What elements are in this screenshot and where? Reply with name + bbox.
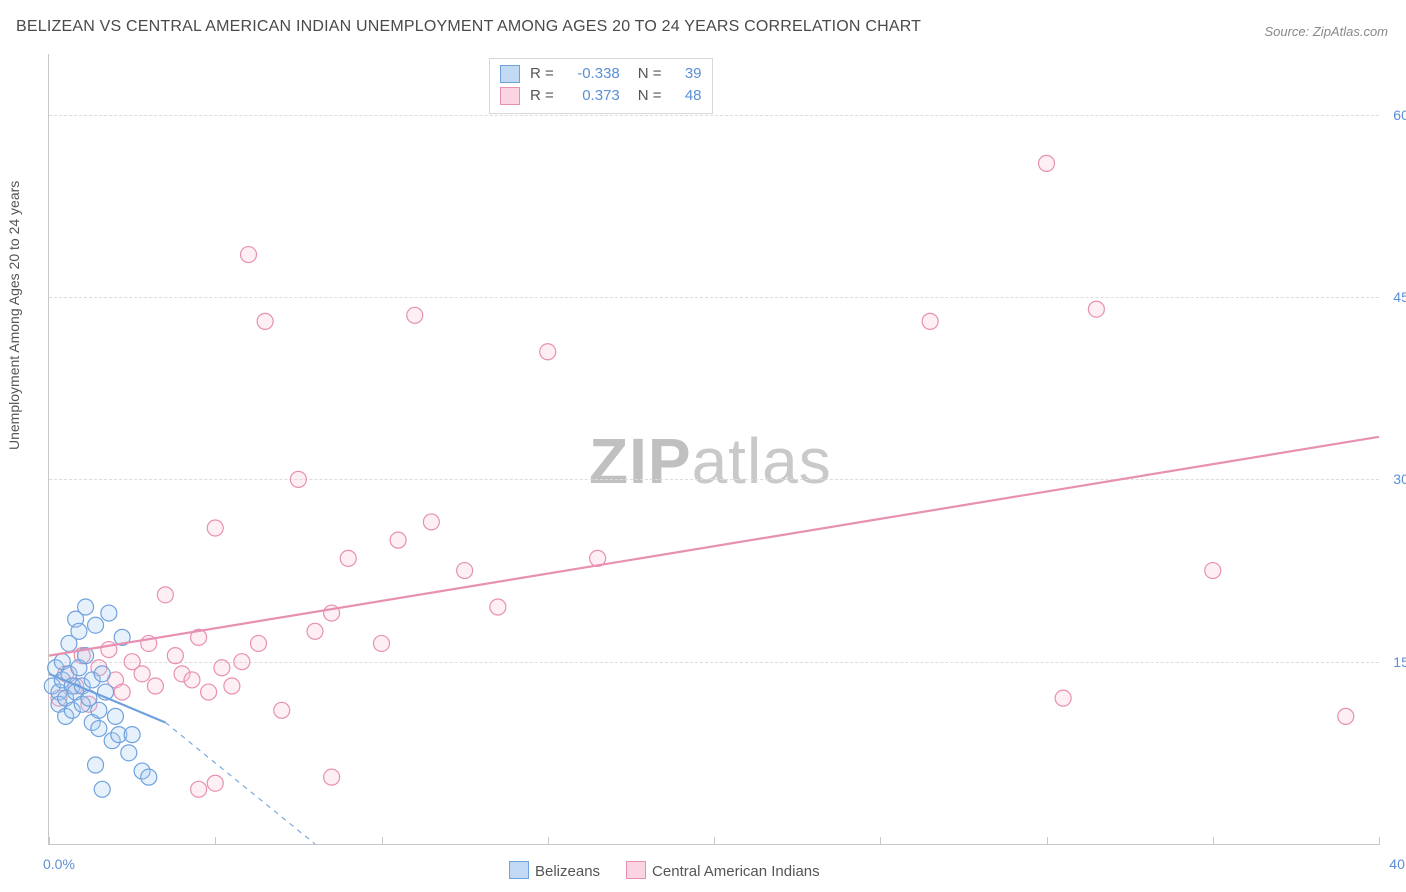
data-point (307, 623, 323, 639)
legend-item-cai: Central American Indians (626, 861, 820, 880)
data-point (108, 708, 124, 724)
data-point (224, 678, 240, 694)
data-point (124, 727, 140, 743)
series-legend: Belizeans Central American Indians (509, 861, 820, 880)
data-point (457, 563, 473, 579)
data-point (94, 781, 110, 797)
data-point (141, 769, 157, 785)
x-tick (1379, 837, 1380, 845)
data-point (134, 666, 150, 682)
swatch-belizeans (509, 861, 529, 879)
x-axis-min-label: 0.0% (43, 856, 75, 872)
data-point (207, 775, 223, 791)
data-point (290, 471, 306, 487)
data-point (88, 757, 104, 773)
chart-title: BELIZEAN VS CENTRAL AMERICAN INDIAN UNEM… (16, 18, 921, 36)
data-point (78, 599, 94, 615)
trend-line-dashed (165, 722, 315, 844)
scatter-svg (49, 54, 1379, 844)
data-point (1338, 708, 1354, 724)
data-point (324, 769, 340, 785)
data-point (241, 247, 257, 263)
data-point (340, 550, 356, 566)
data-point (157, 587, 173, 603)
legend-item-belizeans: Belizeans (509, 861, 600, 880)
data-point (390, 532, 406, 548)
data-point (490, 599, 506, 615)
data-point (91, 721, 107, 737)
data-point (1205, 563, 1221, 579)
data-point (88, 617, 104, 633)
data-point (91, 702, 107, 718)
legend-label-cai: Central American Indians (652, 863, 820, 880)
source-attribution: Source: ZipAtlas.com (1264, 24, 1388, 39)
data-point (71, 623, 87, 639)
data-point (234, 654, 250, 670)
data-point (214, 660, 230, 676)
data-point (147, 678, 163, 694)
data-point (922, 313, 938, 329)
y-tick-label: 15.0% (1393, 654, 1406, 670)
legend-label-belizeans: Belizeans (535, 863, 600, 880)
y-tick-label: 45.0% (1393, 289, 1406, 305)
trend-line (49, 437, 1379, 656)
y-tick-label: 60.0% (1393, 107, 1406, 123)
data-point (1088, 301, 1104, 317)
data-point (101, 605, 117, 621)
data-point (274, 702, 290, 718)
data-point (257, 313, 273, 329)
x-axis-max-label: 40.0% (1389, 856, 1406, 872)
data-point (121, 745, 137, 761)
data-point (184, 672, 200, 688)
data-point (374, 635, 390, 651)
y-tick-label: 30.0% (1393, 471, 1406, 487)
data-point (540, 344, 556, 360)
data-point (407, 307, 423, 323)
data-point (250, 635, 266, 651)
data-point (201, 684, 217, 700)
data-point (1039, 155, 1055, 171)
data-point (423, 514, 439, 530)
plot-area: ZIPatlas 15.0%30.0%45.0%60.0% 0.0% 40.0%… (48, 54, 1379, 845)
data-point (207, 520, 223, 536)
data-point (167, 648, 183, 664)
data-point (191, 781, 207, 797)
y-axis-label: Unemployment Among Ages 20 to 24 years (6, 181, 22, 450)
data-point (114, 684, 130, 700)
swatch-cai (626, 861, 646, 879)
data-point (94, 666, 110, 682)
data-point (1055, 690, 1071, 706)
